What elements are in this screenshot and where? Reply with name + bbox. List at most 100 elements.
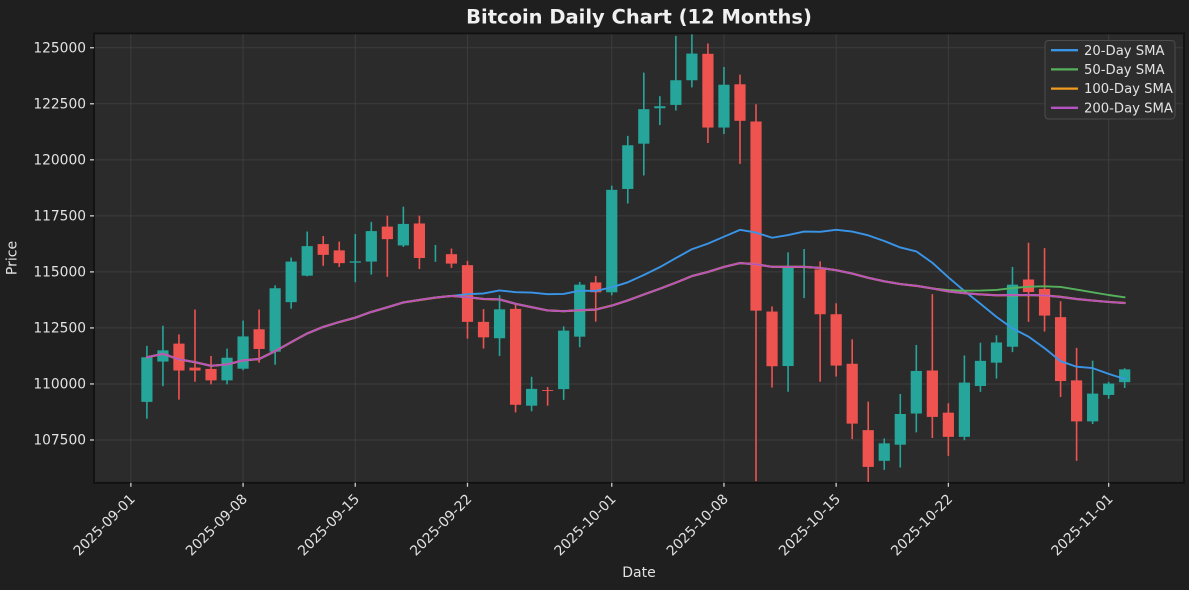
candle-body-2025-09-04	[173, 343, 185, 371]
candle-2025-09-03	[157, 325, 169, 387]
candle-body-2025-10-28	[1038, 288, 1051, 316]
candle-2025-10-24	[974, 342, 987, 392]
candle-body-2025-10-26	[1006, 284, 1019, 347]
legend-item-sma20: 20-Day SMA	[1051, 44, 1165, 59]
candle-2025-09-09	[253, 309, 265, 363]
candle-body-2025-09-28	[558, 330, 570, 390]
candle-body-2025-09-21	[445, 254, 458, 264]
candle-body-2025-09-19	[413, 223, 425, 258]
candle-2025-09-04	[173, 334, 185, 400]
candle-2025-09-17	[381, 215, 393, 277]
candle-body-2025-10-25	[990, 342, 1003, 363]
sma-line-200	[145, 262, 1126, 367]
candle-body-2025-10-16	[846, 363, 858, 424]
candle-2025-10-18	[878, 438, 890, 470]
candle-body-2025-10-20	[910, 370, 922, 414]
candle-2025-09-30	[590, 275, 602, 322]
y-tick-label-120000: 120000	[33, 153, 86, 169]
candle-body-2025-10-11	[766, 311, 778, 367]
candle-body-2025-10-05	[670, 80, 682, 105]
candle-body-2025-09-10	[269, 288, 281, 352]
candle-2025-10-15	[830, 303, 842, 377]
candle-2025-09-08	[237, 320, 249, 371]
candle-body-2025-10-03	[638, 109, 650, 144]
candle-2025-10-05	[670, 35, 682, 111]
candle-body-2025-09-18	[397, 223, 409, 246]
candle-2025-09-26	[526, 376, 538, 412]
candle-2025-10-26	[1006, 266, 1019, 353]
candle-2025-10-14	[814, 261, 826, 382]
candle-2025-09-13	[317, 236, 329, 266]
candle-2025-10-31	[1087, 360, 1099, 425]
candle-2025-09-11	[285, 257, 297, 309]
candle-2025-10-03	[638, 72, 650, 176]
candle-body-2025-09-14	[333, 250, 345, 264]
candle-body-2025-10-10	[750, 121, 762, 311]
candle-body-2025-09-23	[477, 321, 490, 338]
candle-2025-10-16	[846, 339, 858, 440]
candle-2025-09-16	[365, 221, 377, 275]
candle-2025-10-11	[766, 306, 778, 388]
candle-2025-10-08	[718, 67, 730, 135]
candle-body-2025-09-15	[349, 261, 361, 263]
candle-body-2025-10-17	[862, 430, 874, 467]
candle-2025-09-23	[477, 309, 490, 349]
candle-2025-09-06	[205, 355, 217, 385]
candle-2025-10-17	[862, 401, 874, 483]
y-tick-label-122500: 122500	[33, 96, 86, 112]
candle-2025-10-29	[1054, 301, 1067, 397]
candle-2025-10-01	[606, 185, 618, 296]
y-tick-label-125000: 125000	[33, 40, 86, 56]
candle-2025-10-07	[702, 43, 714, 144]
candle-body-2025-09-11	[285, 261, 297, 303]
candle-body-2025-10-18	[878, 443, 890, 461]
candlestick-series	[141, 33, 1131, 483]
y-tick-label-117500: 117500	[33, 209, 86, 225]
legend-box	[1044, 40, 1176, 120]
y-tick-label-110000: 110000	[33, 377, 86, 393]
candle-body-2025-09-13	[317, 244, 329, 255]
candle-body-2025-10-22	[942, 412, 954, 437]
sma100-legend-label: 100-Day SMA	[1084, 82, 1173, 97]
candle-body-2025-10-09	[734, 84, 746, 121]
candle-2025-10-23	[958, 355, 970, 441]
candle-2025-09-12	[301, 231, 313, 277]
candle-body-2025-09-24	[493, 309, 506, 339]
candle-2025-10-22	[942, 403, 954, 456]
candle-body-2025-10-02	[622, 145, 634, 189]
candle-body-2025-09-25	[509, 308, 522, 405]
candle-body-2025-09-30	[590, 282, 602, 293]
candle-2025-11-01	[1103, 381, 1115, 399]
candle-body-2025-10-31	[1087, 393, 1099, 422]
candle-body-2025-09-02	[141, 357, 153, 402]
candle-body-2025-09-09	[253, 329, 265, 349]
candle-body-2025-10-24	[974, 360, 987, 386]
candle-2025-09-27	[542, 387, 554, 406]
candle-2025-10-12	[782, 252, 794, 392]
candle-body-2025-09-07	[221, 357, 233, 381]
y-tick-label-112500: 112500	[33, 321, 86, 337]
chart-title: Bitcoin Daily Chart (12 Months)	[466, 6, 812, 29]
candle-2025-10-21	[926, 294, 938, 438]
candle-body-2025-09-26	[526, 388, 538, 406]
plot-area-background	[94, 33, 1184, 483]
sma50-legend-label: 50-Day SMA	[1084, 63, 1165, 78]
candle-2025-10-19	[894, 394, 906, 468]
candle-2025-09-07	[221, 348, 233, 385]
axes-border	[93, 32, 1185, 484]
candle-body-2025-09-08	[237, 336, 249, 369]
sma-overlay-lines	[145, 228, 1126, 380]
axes-spines	[93, 32, 1185, 484]
candle-2025-09-18	[397, 206, 409, 248]
candle-2025-09-05	[189, 309, 201, 382]
candle-body-2025-09-27	[542, 390, 554, 391]
candle-2025-10-25	[990, 335, 1003, 379]
candle-2025-10-20	[910, 344, 922, 433]
candle-body-2025-10-14	[814, 269, 826, 315]
candle-2025-09-28	[558, 326, 570, 400]
candle-2025-10-06	[686, 33, 698, 88]
legend-item-sma50: 50-Day SMA	[1051, 63, 1165, 78]
candle-body-2025-10-12	[782, 267, 794, 367]
